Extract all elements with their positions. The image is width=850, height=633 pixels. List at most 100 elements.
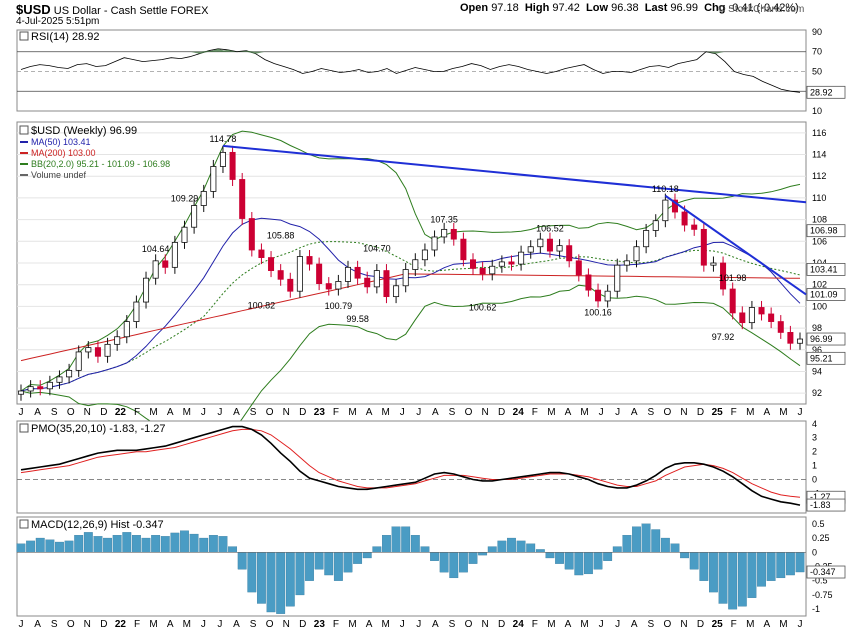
- x-tick-label: O: [465, 407, 473, 418]
- x-tick-label-bottom: S: [250, 619, 257, 630]
- macd-hist-bar: [180, 530, 189, 553]
- macd-hist-bar: [439, 552, 449, 573]
- price-peak-label: 100.62: [469, 303, 497, 313]
- x-tick-label: D: [498, 407, 505, 418]
- candle-body: [681, 211, 688, 226]
- x-tick-label: J: [201, 407, 206, 418]
- candle-body: [575, 260, 582, 276]
- bollinger-upper: [20, 130, 801, 392]
- price-tick-label: 114: [812, 150, 826, 160]
- x-tick-label: J: [615, 407, 620, 418]
- x-tick-label-bottom: O: [465, 619, 473, 630]
- candle-body: [633, 246, 640, 262]
- candle-body: [383, 270, 390, 298]
- x-tick-label-bottom: O: [266, 619, 274, 630]
- pmo-last-badge: -1.83: [810, 500, 831, 510]
- macd-hist-bar: [218, 536, 228, 553]
- rsi-line: [20, 48, 801, 93]
- macd-hist-bar: [247, 552, 257, 593]
- macd-hist-bar: [160, 536, 170, 553]
- macd-tick-label: 0.25: [812, 533, 830, 543]
- x-tick-label: A: [167, 407, 174, 418]
- macd-legend-marker: [19, 519, 29, 529]
- pmo-tick-label: 1: [812, 461, 817, 471]
- pmo-legend-marker: [19, 423, 29, 433]
- candle-body: [114, 336, 121, 345]
- macd-hist-bar: [670, 543, 680, 553]
- pmo-last-badge-box: [806, 498, 846, 512]
- x-tick-label: J: [217, 407, 222, 418]
- macd-hist-bar: [612, 546, 622, 553]
- macd-hist-bar: [497, 540, 507, 553]
- rsi-last-badge: 28.92: [810, 87, 833, 97]
- candle-body: [604, 290, 611, 302]
- macd-hist-bar: [285, 552, 295, 607]
- price-axis-badge-box: [806, 262, 846, 276]
- x-tick-label: D: [697, 407, 704, 418]
- x-tick-label-bottom: F: [333, 619, 339, 630]
- x-tick-label-bottom: M: [348, 619, 356, 630]
- macd-hist-bar: [622, 535, 632, 553]
- x-tick-label: S: [449, 407, 456, 418]
- chg-value: -0.41 (-0.42%): [728, 2, 799, 14]
- candle-body: [787, 332, 794, 344]
- candle-body: [720, 262, 727, 290]
- x-tick-label-bottom: J: [798, 619, 803, 630]
- candle-body: [27, 386, 34, 392]
- price-peak-label: 107.35: [430, 215, 458, 225]
- pmo-signal-line: [20, 428, 801, 498]
- macd-hist-bar: [83, 532, 93, 553]
- candle-body: [171, 241, 178, 268]
- macd-hist-bar: [324, 552, 334, 576]
- macd-hist-bar: [333, 552, 343, 581]
- macd-tick-label: 0.5: [812, 519, 825, 529]
- macd-hist-bar: [208, 535, 218, 553]
- candle-body: [248, 218, 255, 251]
- x-tick-label-bottom: 23: [314, 619, 326, 630]
- candle-body: [623, 260, 630, 266]
- x-tick-label-bottom: J: [599, 619, 604, 630]
- x-tick-label: O: [67, 407, 75, 418]
- candle-body: [287, 278, 294, 292]
- x-tick-label-bottom: A: [34, 619, 41, 630]
- x-tick-label: J: [599, 407, 604, 418]
- candle-body: [700, 228, 707, 266]
- macd-hist-bar: [26, 540, 36, 553]
- trendline-short: [664, 194, 807, 296]
- x-tick-label-bottom: J: [416, 619, 421, 630]
- macd-hist-bar: [131, 535, 141, 553]
- x-tick-label: J: [19, 407, 24, 418]
- pmo-title: PMO(35,20,10) -1.83, -1.27: [31, 423, 166, 435]
- candle-body: [710, 262, 717, 266]
- candle-body: [671, 199, 678, 213]
- x-tick-label-bottom: 24: [513, 619, 525, 630]
- rsi-overbought-fill: [189, 51, 209, 54]
- candle-body: [200, 191, 207, 206]
- x-tick-label-bottom: 22: [115, 619, 127, 630]
- candle-body: [768, 313, 775, 322]
- candle-body: [191, 205, 198, 228]
- x-tick-label-bottom: J: [615, 619, 620, 630]
- x-tick-label-bottom: D: [299, 619, 306, 630]
- x-tick-label: D: [299, 407, 306, 418]
- x-tick-label-bottom: N: [283, 619, 290, 630]
- quote-bar: Open 97.18 High 97.42 Low 96.38 Last 96.…: [460, 2, 799, 14]
- legend-entry: Volume undef: [31, 170, 87, 180]
- macd-hist-bar: [728, 552, 738, 610]
- x-tick-label-bottom: A: [233, 619, 240, 630]
- rsi-overbought-fill: [706, 51, 725, 54]
- macd-hist-bar: [776, 552, 786, 579]
- x-tick-label-bottom: J: [400, 619, 405, 630]
- price-peak-label: 104.70: [363, 243, 391, 253]
- candle-body: [652, 220, 659, 231]
- x-tick-label-bottom: A: [167, 619, 174, 630]
- candle-body: [229, 151, 236, 180]
- macd-hist-bar: [430, 552, 439, 561]
- last-label: Last: [644, 2, 668, 14]
- candle-body: [104, 343, 111, 357]
- candle-body: [85, 347, 92, 353]
- macd-hist-bar: [314, 552, 324, 570]
- x-tick-label-bottom: M: [149, 619, 157, 630]
- legend-entry: MA(200) 103.00: [31, 148, 96, 158]
- macd-hist-bar: [564, 552, 574, 570]
